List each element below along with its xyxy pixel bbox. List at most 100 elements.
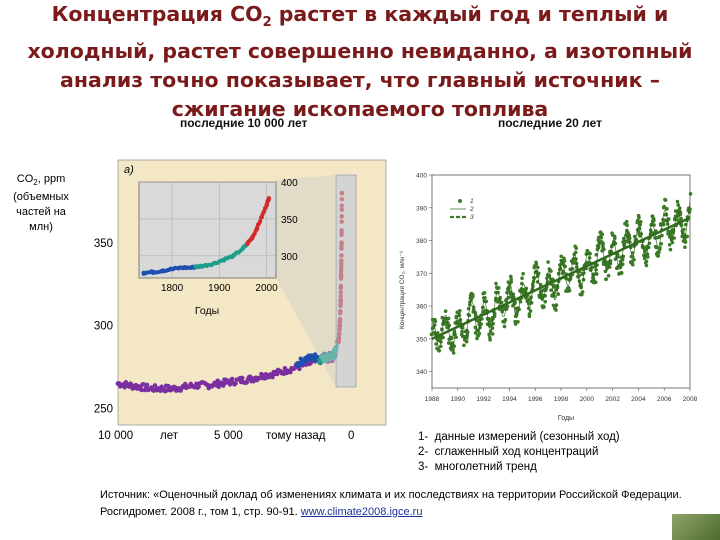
right-xlabel: Годы — [558, 415, 574, 422]
right-point — [625, 223, 629, 228]
right-point — [508, 274, 513, 279]
right-point — [601, 262, 606, 267]
right-xtick-1996: 1996 — [528, 396, 543, 403]
inset-ytick-300: 300 — [281, 252, 298, 263]
right-point — [509, 277, 513, 282]
right-point — [488, 329, 493, 334]
right-point — [615, 255, 620, 259]
left-xtick-1: 10 000 — [98, 430, 134, 442]
right-point — [672, 236, 676, 240]
right-point — [599, 236, 603, 240]
right-point — [490, 332, 495, 336]
left-point — [138, 384, 143, 390]
right-point — [628, 240, 632, 244]
legend-key-1: 1 — [470, 198, 474, 205]
right-point — [667, 243, 672, 247]
left-point — [115, 381, 121, 386]
left-chart-ylabel: CO2, ppm (объемных частей на млн) — [13, 173, 69, 234]
right-point — [475, 336, 479, 341]
inset-point — [259, 214, 265, 219]
inset-xtick-1900: 1900 — [208, 283, 231, 294]
right-point — [487, 332, 491, 337]
right-point — [671, 228, 676, 233]
right-point — [638, 219, 643, 224]
left-point — [306, 361, 311, 367]
inset-point — [254, 225, 260, 230]
left-point — [288, 369, 293, 375]
left-point — [272, 371, 278, 377]
right-point — [608, 261, 613, 266]
right-point — [465, 333, 470, 338]
right-point — [527, 312, 532, 316]
slide-title: Концентрация CO2 растет в каждый год и т… — [0, 0, 720, 124]
right-point — [554, 308, 558, 312]
right-xtick-1994: 1994 — [502, 396, 517, 403]
right-point — [502, 324, 507, 329]
title-line-1: Концентрация CO2 растет в каждый год и т… — [51, 2, 669, 31]
right-point — [483, 295, 487, 300]
right-point — [593, 280, 598, 285]
left-point — [250, 376, 255, 382]
right-point — [581, 277, 586, 282]
right-point — [662, 204, 666, 209]
right-point — [558, 266, 563, 271]
right-point — [516, 320, 520, 324]
left-point — [227, 379, 233, 385]
right-point — [494, 281, 498, 286]
right-point — [443, 309, 448, 314]
right-point — [574, 246, 579, 251]
right-point — [632, 257, 636, 262]
right-point — [537, 293, 542, 298]
left-point — [317, 358, 322, 363]
left-point — [283, 367, 289, 373]
right-point — [543, 288, 548, 293]
right-point — [577, 273, 581, 278]
right-point — [670, 240, 675, 245]
legend-key-1-symbol — [458, 199, 462, 203]
highlight-box — [335, 174, 357, 388]
inset-point — [188, 265, 194, 270]
source-link[interactable]: www.climate2008.igce.ru — [300, 506, 423, 518]
right-point — [562, 256, 566, 261]
left-point — [261, 372, 266, 378]
inset-xlabel: Годы — [195, 305, 219, 317]
right-point — [596, 238, 601, 242]
right-point — [513, 322, 518, 326]
left-point — [144, 382, 150, 388]
right-xtick-1990: 1990 — [451, 396, 466, 403]
panel-letter: a) — [124, 164, 134, 176]
left-point — [205, 382, 211, 388]
inset-point — [150, 269, 156, 275]
right-ytick-380: 380 — [416, 238, 427, 245]
legend-row-3: 3- многолетний тренд — [418, 461, 537, 473]
right-point — [675, 199, 680, 204]
right-point — [619, 271, 624, 275]
right-point — [644, 259, 649, 264]
right-point — [508, 290, 513, 294]
right-point — [441, 335, 445, 340]
right-point — [668, 247, 673, 252]
corner-decoration — [672, 514, 720, 540]
right-point — [665, 222, 670, 226]
left-xtick-2: 5 000 — [214, 430, 243, 442]
source-note: Источник: «Оценочный доклад об изменения… — [100, 489, 682, 518]
right-point — [645, 255, 650, 259]
inset-point — [169, 266, 175, 272]
legend-row-1: 1- данные измерений (сезонный ход) — [418, 431, 620, 443]
right-point — [679, 223, 684, 228]
right-point — [646, 245, 651, 250]
right-point — [612, 234, 617, 239]
right-point — [594, 272, 599, 276]
inset-ytick-400: 400 — [281, 178, 298, 189]
right-point — [509, 280, 514, 284]
left-point — [330, 353, 336, 358]
left-point — [182, 384, 188, 390]
right-point — [600, 232, 605, 237]
title-line-4: сжигание ископаемого топлива — [171, 97, 549, 122]
right-inner-legend: 123 — [450, 198, 474, 221]
right-point — [432, 323, 437, 327]
inset-point — [250, 235, 255, 240]
right-point — [610, 231, 614, 235]
right-ytick-370: 370 — [416, 271, 427, 278]
right-point — [514, 310, 519, 315]
